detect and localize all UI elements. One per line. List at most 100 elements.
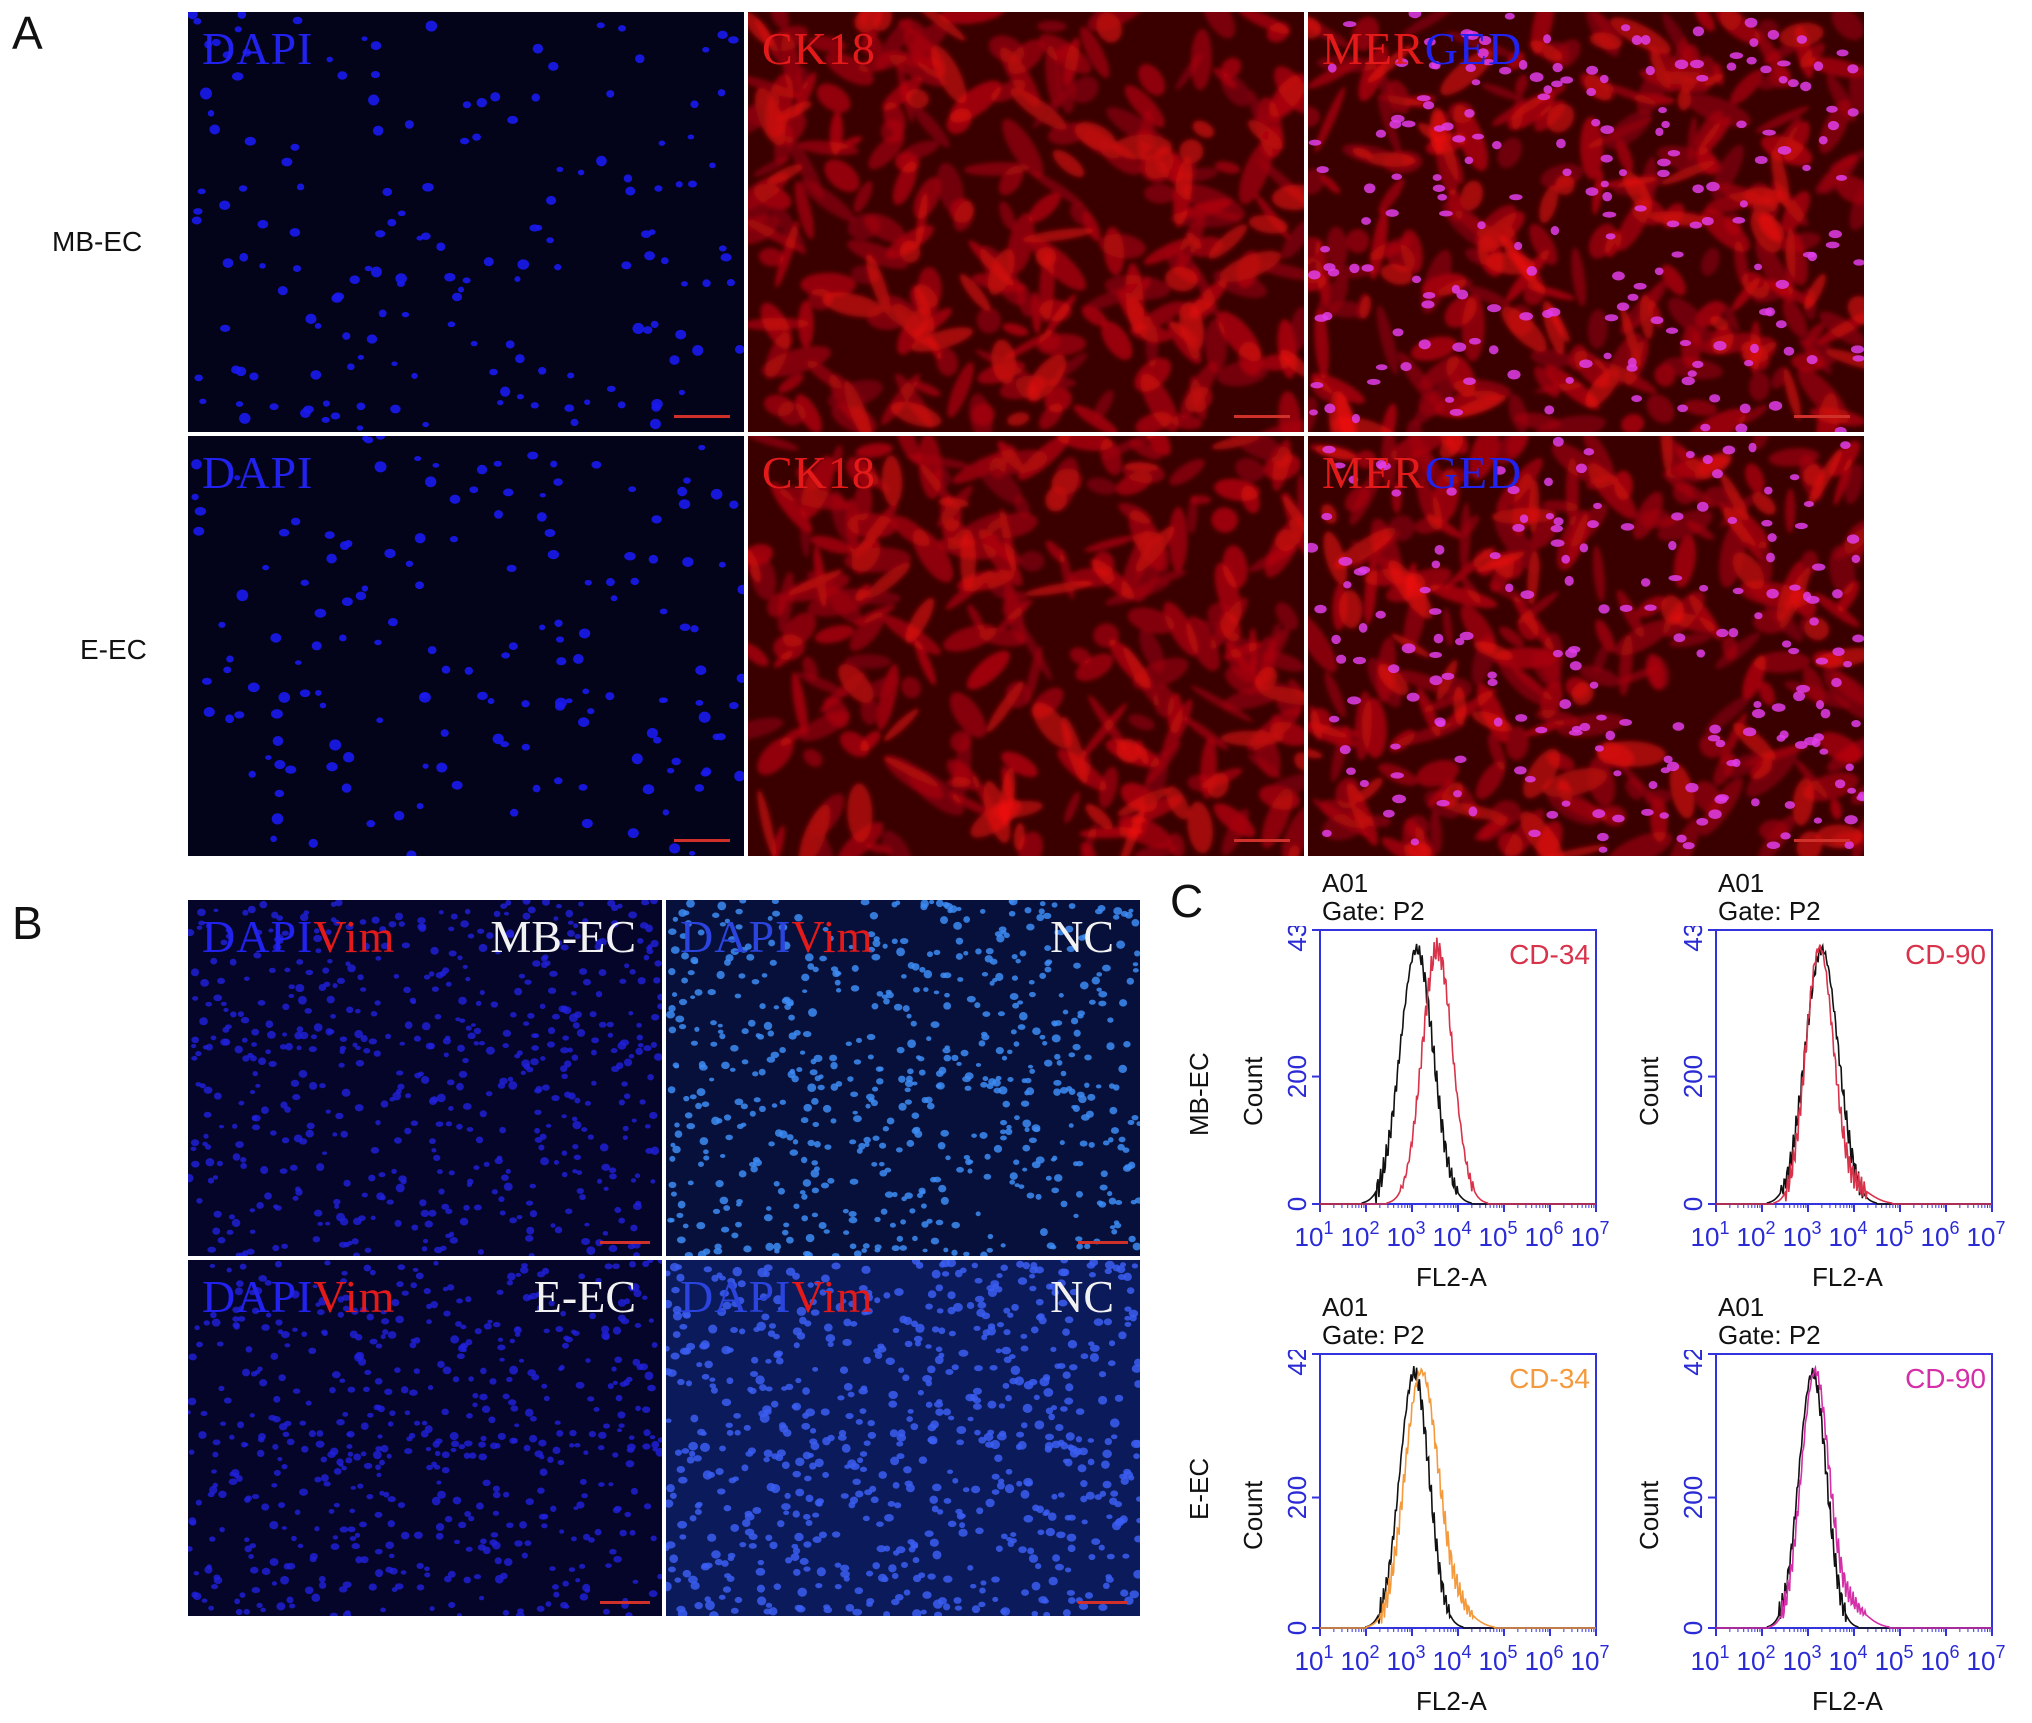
ck18-cytoskeleton-image xyxy=(748,436,1304,856)
tile-label-ck18: CK18 xyxy=(762,23,876,74)
marker-label: CD-90 xyxy=(1905,1363,1986,1394)
x-tick-label: 107 xyxy=(1571,1642,1610,1676)
x-tick-label: 103 xyxy=(1783,1642,1822,1676)
y-tick-label: 430 xyxy=(1282,926,1312,952)
panel-letter-c: C xyxy=(1170,875,1204,927)
row-label-e-ec: E-EC xyxy=(1184,1457,1214,1520)
panel-b-image-grid: DAPIVim MB-EC DAPIVim NC DAPIVim E-EC DA… xyxy=(188,900,1140,1616)
scale-bar xyxy=(1078,1241,1128,1244)
x-tick-label: 105 xyxy=(1875,1218,1914,1252)
x-tick-label: 104 xyxy=(1433,1642,1472,1676)
x-axis-label: FL2-A xyxy=(1416,1262,1487,1292)
tile-label-dapi-vim: DAPIVim xyxy=(202,911,396,962)
x-tick-label: 104 xyxy=(1829,1218,1868,1252)
x-tick-label: 103 xyxy=(1783,1218,1822,1252)
tile-label-dapi: DAPI xyxy=(202,23,314,74)
x-tick-label: 103 xyxy=(1387,1218,1426,1252)
marker-histogram-curve xyxy=(1320,937,1596,1205)
y-tick-label: 430 xyxy=(1678,926,1708,952)
y-tick-label: 0 xyxy=(1282,1621,1312,1635)
tile-group-label: NC xyxy=(1050,911,1114,962)
tile-label-dapi-vim: DAPIVim xyxy=(202,1271,396,1322)
control-histogram-curve xyxy=(1716,942,1992,1205)
tile-nc-vim-bottom: DAPIVim NC xyxy=(666,1260,1140,1616)
marker-histogram-curve xyxy=(1716,944,1992,1205)
ck18-cytoskeleton-image xyxy=(748,12,1304,432)
tile-label-dapi-vim: DAPIVim xyxy=(680,911,874,962)
scale-bar xyxy=(1078,1601,1128,1604)
x-tick-label: 106 xyxy=(1525,1218,1564,1252)
panel-letter-a: A xyxy=(12,7,43,59)
tile-mb-ec-vim: DAPIVim MB-EC xyxy=(188,900,662,1256)
x-tick-label: 107 xyxy=(1571,1218,1610,1252)
y-tick-label: 200 xyxy=(1282,1476,1312,1519)
tile-label-merged: MERGED xyxy=(1322,23,1523,74)
panel-a-image-grid: DAPI CK18 MERGED DAPI CK18 MERGED xyxy=(188,12,1864,856)
histogram-plot: 0 200 430 101 102 103 104 105 106 107 CD-34 xyxy=(1282,926,1610,1252)
divider xyxy=(188,432,1864,436)
x-tick-label: 101 xyxy=(1691,1218,1730,1252)
control-histogram-curve xyxy=(1716,1367,1992,1629)
x-tick-label: 107 xyxy=(1967,1642,2006,1676)
x-tick-label: 106 xyxy=(1525,1642,1564,1676)
dapi-nuclei-image xyxy=(188,436,744,856)
row-label-e-ec: E-EC xyxy=(80,634,147,665)
y-tick-label: 420 xyxy=(1282,1350,1312,1376)
marker-label: CD-34 xyxy=(1509,939,1590,970)
x-tick-label: 102 xyxy=(1737,1642,1776,1676)
x-tick-label: 104 xyxy=(1433,1218,1472,1252)
gate-label: Gate: P2 xyxy=(1322,896,1425,926)
dapi-vim-image xyxy=(188,1260,662,1616)
y-tick-label: 200 xyxy=(1678,1055,1708,1098)
tile-label-merged: MERGED xyxy=(1322,447,1523,498)
x-axis-label: FL2-A xyxy=(1812,1686,1883,1716)
histogram-plot: 0 200 420 101 102 103 104 105 106 107 CD-34 xyxy=(1282,1350,1610,1676)
tile-group-label: E-EC xyxy=(533,1271,636,1322)
y-tick-label: 0 xyxy=(1678,1621,1708,1635)
x-axis-label: FL2-A xyxy=(1812,1262,1883,1292)
row-label-mb-ec: MB-EC xyxy=(1184,1052,1214,1136)
panel-letter-b: B xyxy=(12,897,43,949)
tile-label-dapi: DAPI xyxy=(202,447,314,498)
sample-id-label: A01 xyxy=(1322,1292,1369,1322)
x-tick-label: 101 xyxy=(1295,1642,1334,1676)
marker-label: CD-34 xyxy=(1509,1363,1590,1394)
scale-bar xyxy=(674,839,730,842)
tile-group-label: NC xyxy=(1050,1271,1114,1322)
tile-mb-ec-merged: MERGED xyxy=(1308,12,1864,432)
dapi-vim-image xyxy=(666,1260,1140,1616)
scale-bar xyxy=(600,1601,650,1604)
x-tick-label: 105 xyxy=(1479,1642,1518,1676)
x-tick-label: 105 xyxy=(1479,1218,1518,1252)
x-tick-label: 107 xyxy=(1967,1218,2006,1252)
tile-label-ck18: CK18 xyxy=(762,447,876,498)
plot-frame xyxy=(1715,1353,1993,1629)
x-tick-label: 102 xyxy=(1341,1642,1380,1676)
x-tick-label: 101 xyxy=(1295,1218,1334,1252)
y-tick-label: 0 xyxy=(1678,1197,1708,1211)
x-tick-label: 106 xyxy=(1921,1218,1960,1252)
merged-overlay-image xyxy=(1308,12,1864,432)
dapi-vim-image xyxy=(188,900,662,1256)
merged-overlay-image xyxy=(1308,436,1864,856)
scale-bar xyxy=(1234,839,1290,842)
scale-bar xyxy=(1794,839,1850,842)
gate-label: Gate: P2 xyxy=(1718,1320,1821,1350)
gate-label: Gate: P2 xyxy=(1718,896,1821,926)
x-tick-label: 101 xyxy=(1691,1642,1730,1676)
y-tick-label: 200 xyxy=(1678,1476,1708,1519)
tile-e-ec-dapi: DAPI xyxy=(188,436,744,856)
control-histogram-curve xyxy=(1320,943,1596,1205)
tile-group-label: MB-EC xyxy=(490,911,636,962)
tile-nc-vim-top: DAPIVim NC xyxy=(666,900,1140,1256)
scale-bar xyxy=(1234,415,1290,418)
tile-mb-ec-ck18: CK18 xyxy=(748,12,1304,432)
marker-label: CD-90 xyxy=(1905,939,1986,970)
x-axis-label: FL2-A xyxy=(1416,1686,1487,1716)
x-tick-label: 102 xyxy=(1737,1218,1776,1252)
sample-id-label: A01 xyxy=(1718,868,1765,898)
gate-label: Gate: P2 xyxy=(1322,1320,1425,1350)
tile-e-ec-merged: MERGED xyxy=(1308,436,1864,856)
scale-bar xyxy=(600,1241,650,1244)
marker-histogram-curve xyxy=(1320,1367,1596,1629)
